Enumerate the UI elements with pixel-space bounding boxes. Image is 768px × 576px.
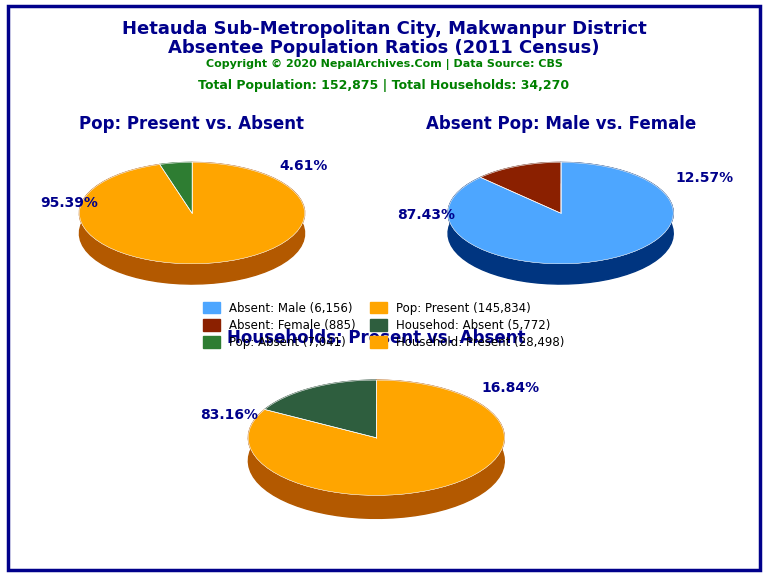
Polygon shape: [448, 162, 674, 284]
Polygon shape: [265, 380, 376, 438]
Polygon shape: [481, 162, 561, 198]
Polygon shape: [79, 162, 305, 264]
Text: 95.39%: 95.39%: [40, 196, 98, 210]
Polygon shape: [448, 162, 674, 264]
Title: Absent Pop: Male vs. Female: Absent Pop: Male vs. Female: [425, 115, 696, 132]
Polygon shape: [481, 162, 561, 213]
Title: Households: Present vs. Absent: Households: Present vs. Absent: [227, 328, 525, 347]
Polygon shape: [265, 380, 376, 433]
Text: 83.16%: 83.16%: [200, 408, 258, 422]
Text: Total Population: 152,875 | Total Households: 34,270: Total Population: 152,875 | Total Househ…: [198, 79, 570, 93]
Text: 12.57%: 12.57%: [676, 170, 733, 184]
Title: Pop: Present vs. Absent: Pop: Present vs. Absent: [80, 115, 304, 132]
Text: Absentee Population Ratios (2011 Census): Absentee Population Ratios (2011 Census): [168, 39, 600, 56]
Polygon shape: [160, 162, 192, 213]
Polygon shape: [160, 162, 192, 185]
Text: 87.43%: 87.43%: [397, 208, 455, 222]
Legend: Absent: Male (6,156), Absent: Female (885), Pop: Absent (7,041), Pop: Present (1: Absent: Male (6,156), Absent: Female (88…: [204, 302, 564, 349]
Text: 4.61%: 4.61%: [280, 160, 328, 173]
Text: Copyright © 2020 NepalArchives.Com | Data Source: CBS: Copyright © 2020 NepalArchives.Com | Dat…: [206, 59, 562, 70]
Polygon shape: [248, 380, 505, 495]
Polygon shape: [248, 380, 505, 518]
Polygon shape: [79, 162, 305, 284]
Text: 16.84%: 16.84%: [482, 381, 539, 395]
Text: Hetauda Sub-Metropolitan City, Makwanpur District: Hetauda Sub-Metropolitan City, Makwanpur…: [121, 20, 647, 38]
